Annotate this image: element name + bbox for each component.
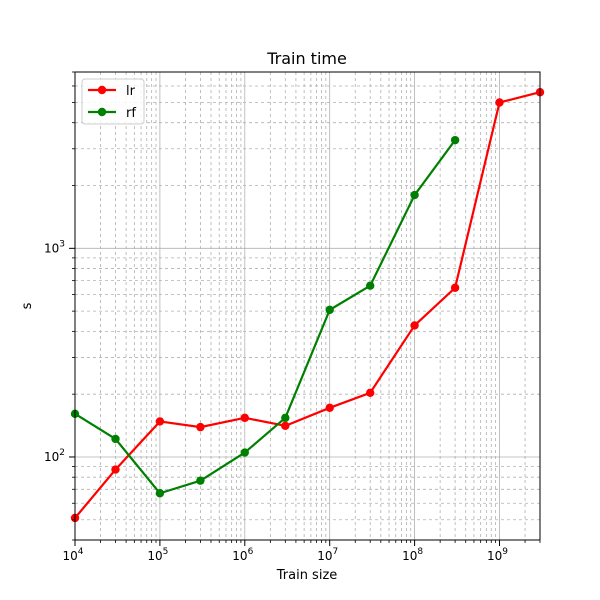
legend-marker-rf [97,107,107,117]
data-point-lr [450,283,460,292]
data-point-rf [196,476,205,485]
y-tick-label: 103 [44,239,65,255]
legend-label-lr: lr [126,84,136,99]
x-tick-label: 104 [62,547,83,563]
data-point-lr [325,403,334,413]
x-tick-label: 106 [232,547,253,563]
y-axis-label: s [20,302,35,309]
data-point-lr [155,417,165,426]
y-tick-label: 102 [44,448,65,464]
legend-label-rf: rf [126,106,136,121]
series-line-lr [74,91,541,519]
tick-layer: 104 105 106 107 108 109 102 103 [44,71,541,563]
data-point-rf [366,281,375,290]
data-point-rf [450,135,460,145]
data-point-rf [410,190,419,200]
data-point-lr [196,422,205,432]
x-tick-label: 108 [402,547,423,563]
data-point-rf [155,489,165,498]
data-point-lr [240,413,249,423]
x-tick-label: 107 [317,547,338,563]
series-line-rf [74,139,456,495]
data-point-lr [281,421,290,431]
chart-title: Train time [266,49,347,68]
data-point-rf [325,305,334,315]
grid-layer [74,71,541,541]
legend-marker-lr [97,85,107,95]
series-layer [70,88,545,523]
plot-frame [74,71,541,541]
x-tick-label: 109 [487,547,508,563]
x-axis-label: Train size [276,568,338,583]
data-point-lr [410,321,419,330]
data-point-lr [111,465,120,474]
data-point-lr [495,98,504,107]
legend: lr rf [81,78,145,125]
x-tick-label: 105 [147,547,168,563]
data-point-rf [281,413,290,423]
data-point-rf [111,434,120,444]
data-point-rf [240,448,249,457]
data-point-lr [366,388,375,398]
